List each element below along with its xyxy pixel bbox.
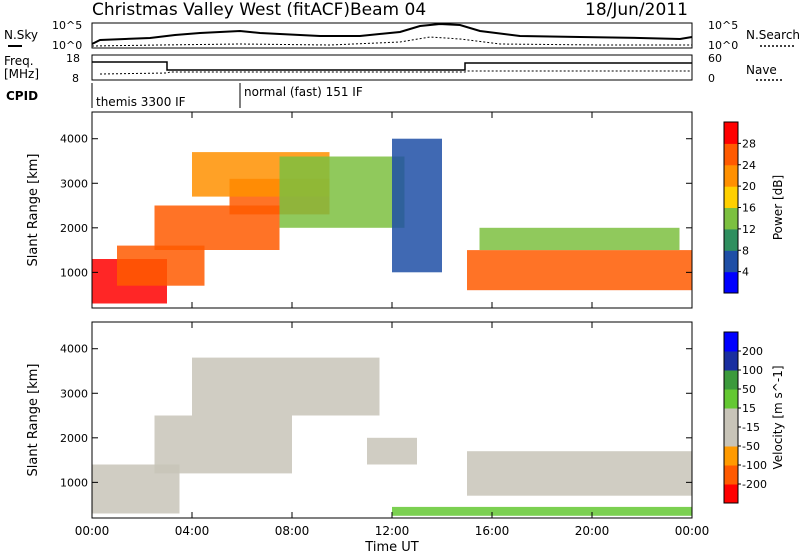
power-region-5 bbox=[279, 156, 405, 228]
nsky-label: N.Sky bbox=[4, 28, 38, 42]
nsky-frame bbox=[91, 22, 693, 49]
freq-frame bbox=[91, 54, 693, 81]
nsky-tick-left-top: 10^5 bbox=[52, 19, 82, 32]
velocity-colorbar-segment-3 bbox=[724, 427, 738, 447]
xtick-label-2: 08:00 bbox=[275, 524, 310, 538]
power-ytick-label-1: 2000 bbox=[60, 222, 88, 235]
velocity-colorbar-segment-0 bbox=[724, 484, 738, 504]
power-panel: 1000 2000 3000 4000 Slant Range [km] 4 8 12 16… bbox=[26, 111, 785, 309]
velocity-colorbar-label-0: 200 bbox=[742, 345, 763, 358]
power-colorbar-label-6: 28 bbox=[742, 137, 756, 150]
freq-tick-left-bottom: 8 bbox=[72, 72, 79, 85]
velocity-ytick-label-0: 1000 bbox=[60, 476, 88, 489]
velocity-region-5 bbox=[392, 506, 692, 516]
power-colorbar-segment-5 bbox=[724, 164, 738, 187]
nave-label: Nave bbox=[746, 63, 777, 77]
power-colorbar-label-2: 12 bbox=[742, 223, 756, 236]
power-colorbar-segment-7 bbox=[724, 122, 738, 144]
nsearch-label: N.Search bbox=[746, 28, 800, 42]
nave-trace bbox=[99, 70, 692, 75]
freq-tick-left-top: 18 bbox=[66, 52, 80, 65]
nsky-tick-left-bottom: 10^0 bbox=[52, 39, 82, 52]
freq-panel: Freq. [MHz] 18 8 60 0 Nave bbox=[4, 52, 782, 85]
freq-tick-right-bottom: 0 bbox=[708, 72, 715, 85]
power-colorbar-label-5: 24 bbox=[742, 159, 756, 172]
velocity-ytick-label-3: 4000 bbox=[60, 343, 88, 356]
cpid-mode-themis: themis 3300 IF bbox=[96, 95, 186, 109]
velocity-colorbar-segment-2 bbox=[724, 446, 738, 466]
freq-label: Freq. bbox=[4, 54, 34, 68]
power-colorbar-title: Power [dB] bbox=[771, 175, 785, 240]
cpid-mode-normal: normal (fast) 151 IF bbox=[244, 85, 363, 99]
power-colorbar-segment-0 bbox=[724, 271, 738, 294]
velocity-panel: 1000 2000 3000 4000 Slant Range [km] 200 100… bbox=[26, 321, 785, 519]
velocity-colorbar-segment-7 bbox=[724, 351, 738, 371]
velocity-colorbar-label-2: 50 bbox=[742, 383, 756, 396]
nsky-tick-right-top: 10^5 bbox=[708, 19, 738, 32]
power-colorbar-segment-6 bbox=[724, 143, 738, 166]
power-colorbar-segment-3 bbox=[724, 207, 738, 230]
power-colorbar-segment-2 bbox=[724, 228, 738, 251]
velocity-colorbar-label-7: -200 bbox=[742, 478, 767, 491]
power-colorbar-label-4: 20 bbox=[742, 180, 756, 193]
xtick-label-1: 04:00 bbox=[175, 524, 210, 538]
power-region-1 bbox=[117, 245, 205, 286]
freq-trace bbox=[92, 61, 692, 71]
cpid-label: CPID bbox=[6, 89, 38, 103]
velocity-colorbar-segment-5 bbox=[724, 389, 738, 409]
power-region-7 bbox=[467, 250, 692, 291]
velocity-colorbar-label-4: -15 bbox=[742, 421, 760, 434]
velocity-ytick-label-2: 3000 bbox=[60, 387, 88, 400]
power-region-6 bbox=[392, 138, 442, 273]
velocity-colorbar-segment-6 bbox=[724, 370, 738, 390]
velocity-colorbar-label-3: 15 bbox=[742, 402, 756, 415]
power-colorbar-label-1: 8 bbox=[742, 244, 749, 257]
freq-tick-right-top: 60 bbox=[708, 52, 722, 65]
velocity-colorbar-frame bbox=[723, 331, 739, 504]
freq-unit: [MHz] bbox=[4, 67, 39, 81]
beam-label: Beam 04 bbox=[350, 0, 426, 20]
xtick-label-4: 16:00 bbox=[475, 524, 510, 538]
velocity-ytick-label-1: 2000 bbox=[60, 432, 88, 445]
velocity-ylabel: Slant Range [km] bbox=[26, 364, 41, 477]
nsky-trace bbox=[91, 22, 693, 45]
nsearch-trace bbox=[91, 36, 692, 47]
velocity-region-3 bbox=[367, 437, 417, 465]
power-ytick-label-0: 1000 bbox=[60, 266, 88, 279]
xtick-label-6: 00:00 bbox=[675, 524, 710, 538]
nsky-panel: N.Sky 10^5 10^0 10^5 10^0 N.Search bbox=[4, 19, 800, 52]
velocity-colorbar-label-1: 100 bbox=[742, 364, 763, 377]
power-region-8 bbox=[479, 227, 680, 251]
velocity-colorbar-segment-4 bbox=[724, 408, 738, 428]
velocity-region-4 bbox=[467, 451, 692, 496]
velocity-colorbar-label-5: -50 bbox=[742, 440, 760, 453]
velocity-colorbar-segment-1 bbox=[724, 465, 738, 485]
xtick-label-5: 20:00 bbox=[575, 524, 610, 538]
velocity-region-1 bbox=[154, 415, 292, 474]
power-ytick-label-3: 4000 bbox=[60, 133, 88, 146]
power-ylabel: Slant Range [km] bbox=[26, 154, 41, 267]
power-colorbar-label-3: 16 bbox=[742, 202, 756, 215]
x-axis-label: Time UT bbox=[364, 540, 418, 554]
velocity-colorbar-title: Velocity [m s^-1] bbox=[771, 365, 785, 469]
nsky-tick-right-bottom: 10^0 bbox=[708, 39, 738, 52]
date-label: 18/Jun/2011 bbox=[585, 0, 688, 20]
power-ytick-label-2: 3000 bbox=[60, 177, 88, 190]
power-colorbar-label-0: 4 bbox=[742, 266, 749, 279]
velocity-colorbar-segment-8 bbox=[724, 332, 738, 352]
velocity-colorbar-label-6: -100 bbox=[742, 459, 767, 472]
cpid-panel: CPID themis 3300 IF normal (fast) 151 IF bbox=[6, 83, 363, 109]
power-colorbar-segment-4 bbox=[724, 186, 738, 208]
title: Christmas Valley West (fitACF) bbox=[92, 0, 350, 20]
power-colorbar-segment-1 bbox=[724, 250, 738, 273]
velocity-region-2 bbox=[192, 357, 380, 416]
xtick-label-0: 00:00 bbox=[75, 524, 110, 538]
xtick-label-3: 12:00 bbox=[375, 524, 410, 538]
